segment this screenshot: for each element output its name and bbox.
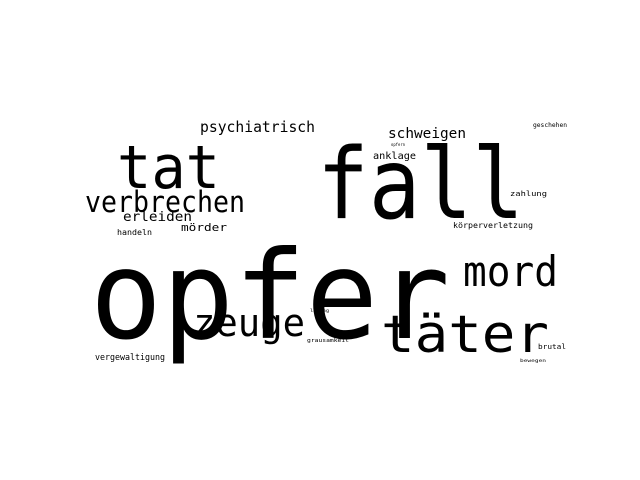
word-loesung: lösung [310,308,330,313]
word-opfer: opfer [90,225,450,367]
word-moerder: mörder [181,221,227,234]
word-grausamkeit: grausamkeit [307,338,349,344]
word-psychiatrisch: psychiatrisch [200,118,315,136]
word-mord: mord [463,247,558,296]
word-erleiden: erleiden [123,210,192,225]
word-zeuge: zeuge [193,301,305,345]
word-handeln: handeln [117,228,152,237]
word-opfern: opfern [391,142,406,147]
word-zahlung: zahlung [510,190,547,198]
word-taeter: täter [381,305,549,365]
word-bewegen: bewegen [520,358,547,363]
word-fall: fall [317,128,524,242]
word-anklage: anklage [373,151,416,162]
word-vergewaltigung: vergewaltigung [95,353,165,363]
word-brutal: brutal [538,343,566,351]
word-verbrechen: verbrechen [85,185,245,219]
word-koerperverletzung: körperverletzung [453,221,533,230]
word-tat: tat [117,133,220,203]
word-schweigen: schweigen [388,126,466,142]
word-geschehen: geschehen [533,122,567,129]
